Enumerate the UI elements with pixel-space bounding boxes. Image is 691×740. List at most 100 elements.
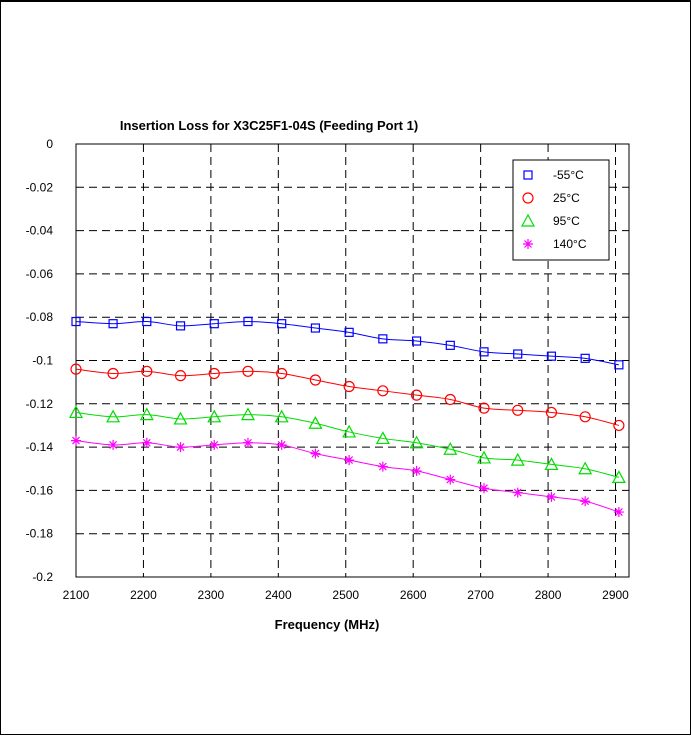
data-point [141,365,153,377]
data-point [207,409,222,423]
data-point [378,334,388,344]
series-line [75,368,620,426]
data-point [70,363,82,375]
data-point [512,487,523,498]
data-point [175,321,186,331]
data-point [377,461,388,472]
data-point [71,316,81,327]
data-point [411,465,422,476]
data-point [613,507,624,518]
data-point [141,437,152,448]
legend: -55°C 25°C 95°C 140°C [512,159,610,261]
data-point [613,419,625,432]
legend-label: 95°C [553,214,580,228]
x-tick-label: 2200 [130,588,157,602]
data-point [510,452,525,466]
y-tick-label: -0.08 [26,310,54,324]
data-point [139,407,154,421]
data-point [443,442,458,455]
data-point [580,353,590,363]
legend-marker [523,170,533,180]
x-axis-label: Frequency (MHz) [275,617,380,632]
data-point [173,411,188,425]
x-tick-label: 2400 [265,588,292,602]
data-point [243,316,253,327]
y-tick-label: -0.16 [26,483,54,497]
data-point [107,367,119,380]
data-point [142,316,152,327]
y-tick-label: -0.12 [26,397,54,411]
data-point [579,411,591,423]
y-tick-label: -0.2 [32,570,53,584]
y-tick-label: -0.04 [26,224,54,238]
data-point [209,319,219,329]
data-point [343,380,355,393]
data-point [377,385,389,397]
data-point [479,347,489,357]
legend-marker [522,192,534,204]
x-tick-label: 2900 [602,588,629,602]
chart-title: Insertion Loss for X3C25F1-04S (Feeding … [120,118,418,133]
data-point [276,439,287,450]
data-point [580,496,591,507]
data-point [344,455,355,466]
data-point [106,409,121,423]
y-tick-label: -0.1 [32,354,53,368]
data-point [108,319,118,329]
y-tick-label: -0.06 [26,267,54,281]
legend-label: 140°C [553,237,587,251]
plot-area-border [75,143,630,578]
data-point [445,474,456,485]
data-point [344,327,354,337]
data-point [240,407,255,421]
legend-marker [520,213,536,227]
data-point [375,431,390,445]
data-point [545,406,558,419]
data-point [242,365,254,377]
legend-marker [523,239,533,249]
y-tick-label: -0.02 [26,180,54,194]
data-point [478,402,490,414]
data-point [209,439,220,450]
data-point [310,323,321,333]
data-point [108,439,119,450]
data-point [544,457,559,471]
series-2 [68,405,626,484]
x-tick-label: 2300 [198,588,225,602]
y-tick-label: -0.18 [26,527,54,541]
series-1 [70,363,625,432]
x-tick-label: 2500 [332,588,359,602]
data-point [546,351,557,361]
data-point [546,491,557,502]
data-point [276,367,288,380]
data-point [411,336,422,346]
data-point [444,393,456,406]
data-point [578,461,593,475]
data-point [512,404,524,416]
series-0 [71,316,624,370]
data-point [310,448,321,459]
series-line [75,440,620,513]
data-point [277,319,287,329]
data-point [274,409,289,423]
data-point [513,349,523,359]
data-point [611,470,626,484]
series-lines [68,316,626,518]
x-tick-label: 2800 [535,588,562,602]
data-point [308,416,323,429]
data-point [71,435,81,446]
data-point [68,405,84,419]
x-tick-label: 2100 [63,588,90,602]
data-point [614,360,624,370]
x-tick-label: 2600 [400,588,427,602]
data-point [309,374,322,386]
x-axis-ticks: 2100 2200 2300 2400 2500 2600 2700 2800 2900 [63,588,630,602]
series-line [75,321,619,366]
data-point [410,389,423,401]
data-point [174,370,187,382]
data-point [208,367,220,380]
series-3 [71,435,624,518]
legend-label: 25°C [553,191,580,205]
data-point [476,450,492,464]
